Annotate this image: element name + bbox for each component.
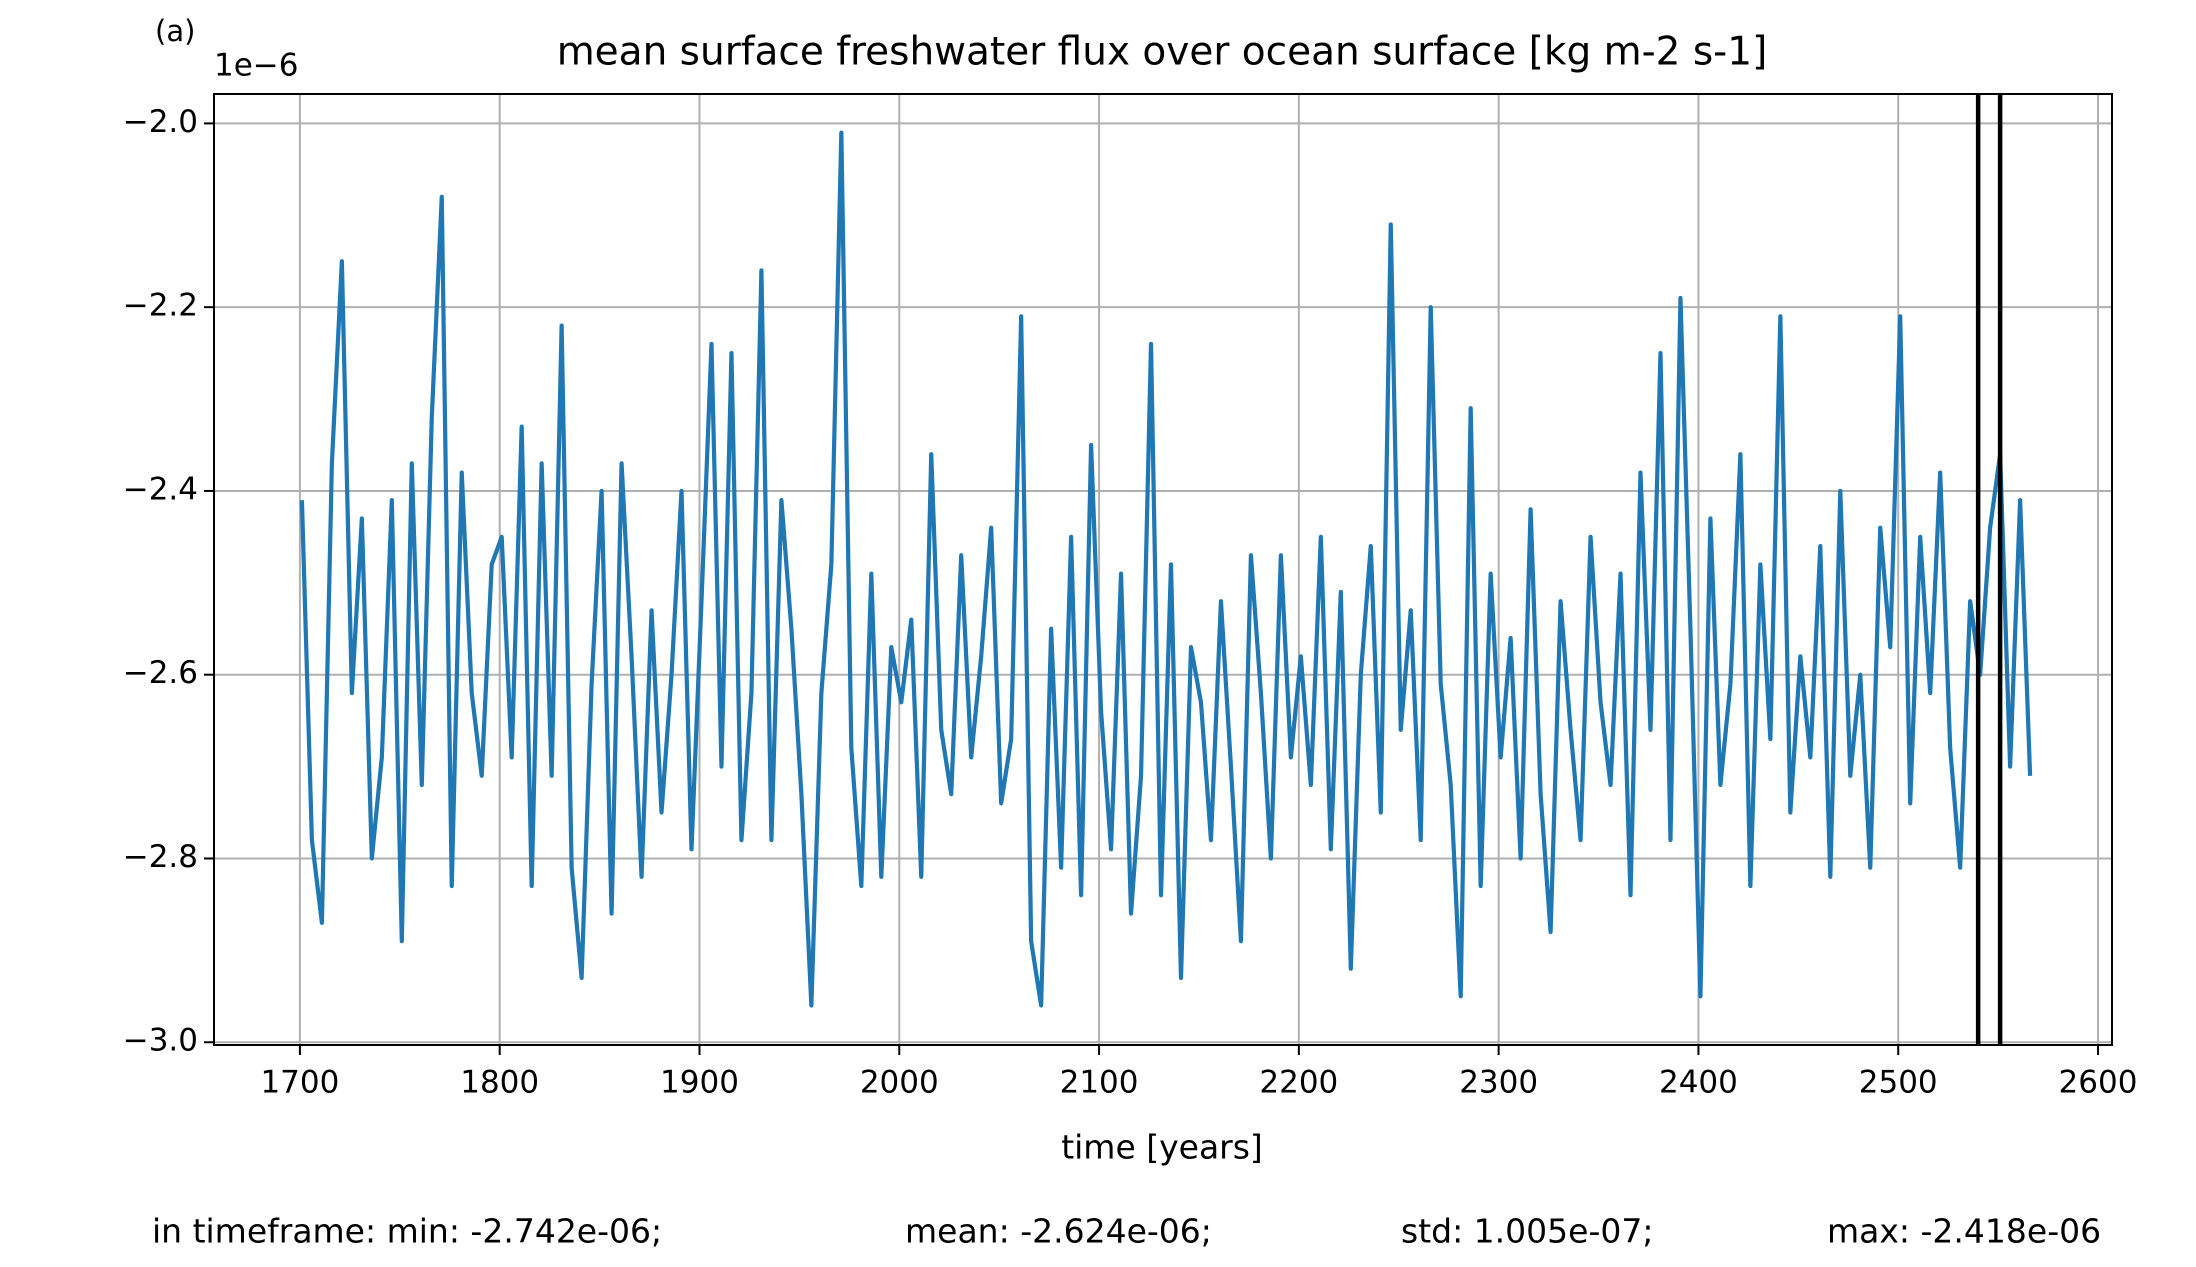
- plot-frame: [213, 93, 2113, 1046]
- x-tick-label: 2100: [1060, 1065, 1139, 1101]
- x-tick-label: 2200: [1259, 1065, 1338, 1101]
- y-tick-label: −2.8: [123, 839, 198, 875]
- x-tick-label: 2400: [1659, 1065, 1738, 1101]
- stat-text: mean: -2.624e-06;: [905, 1212, 1212, 1251]
- x-tick-label: 1800: [460, 1065, 539, 1101]
- y-tick-label: −2.6: [123, 655, 198, 691]
- x-axis-label: time [years]: [1061, 1128, 1263, 1167]
- chart-title: mean surface freshwater flux over ocean …: [557, 30, 1768, 75]
- y-tick-label: −2.0: [123, 104, 198, 140]
- x-tick-label: 2600: [2059, 1065, 2138, 1101]
- data-line: [299, 130, 2033, 1008]
- stat-text: max: -2.418e-06: [1827, 1212, 2101, 1251]
- x-tick-label: 1700: [260, 1065, 339, 1101]
- y-tick-label: −3.0: [123, 1023, 198, 1059]
- x-tick-label: 1900: [660, 1065, 739, 1101]
- panel-label: (a): [155, 14, 195, 48]
- offset-label: 1e−6: [214, 48, 299, 84]
- stat-text: in timeframe: min: -2.742e-06;: [152, 1212, 662, 1251]
- x-tick-label: 2000: [860, 1065, 939, 1101]
- y-tick-label: −2.2: [123, 288, 198, 324]
- y-tick-label: −2.4: [123, 471, 198, 507]
- stat-text: std: 1.005e-07;: [1401, 1212, 1653, 1251]
- x-tick-label: 2300: [1459, 1065, 1538, 1101]
- x-tick-label: 2500: [1859, 1065, 1938, 1101]
